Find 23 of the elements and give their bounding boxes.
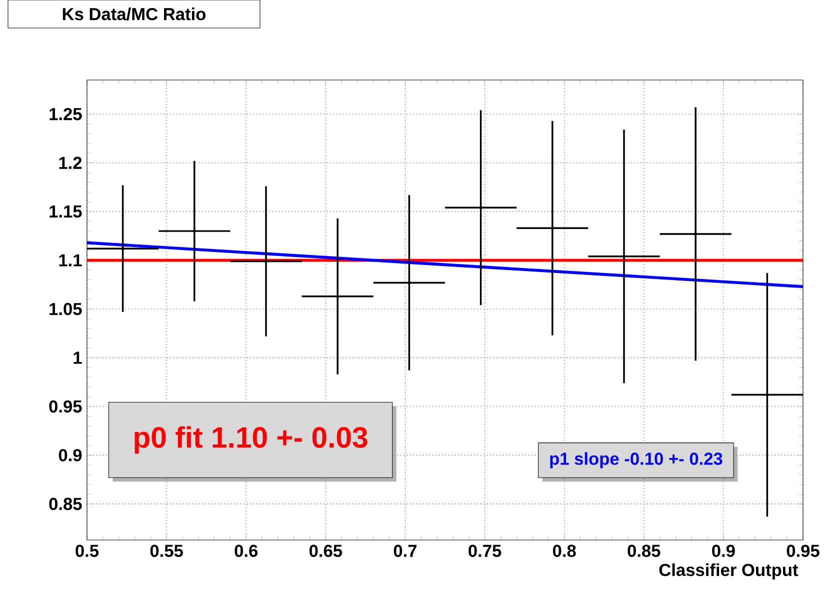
y-tick-label: 1.15	[50, 206, 82, 218]
x-tick-label: 0.65	[309, 544, 342, 557]
x-tick-label: 0.75	[468, 544, 502, 557]
x-tick-label: 0.6	[234, 544, 258, 557]
y-tick-label: 1	[74, 352, 82, 364]
x-tick-label: 0.55	[150, 544, 183, 557]
annotation: p0 fit 1.10 +- 0.03	[134, 426, 368, 454]
y-tick-label: 1.25	[50, 108, 82, 120]
y-tick-label: 0.9	[58, 449, 82, 462]
y-tick-label: 0.95	[49, 400, 82, 413]
x-axis-title: Classifier Output	[659, 563, 798, 580]
x-tick-label: 0.9	[712, 544, 735, 557]
y-tick-label: 1.1	[59, 254, 82, 266]
x-tick-label: 0.5	[76, 544, 99, 557]
x-tick-label: 0.7	[394, 544, 417, 557]
x-tick-label: 0.8	[552, 544, 576, 557]
annotation: p1 slope -0.10 +- 0.23	[550, 452, 722, 468]
y-tick-label: 1.05	[50, 302, 82, 316]
x-tick-label: 0.85	[628, 544, 660, 557]
chart-title: Ks Data/MC Ratio	[62, 8, 206, 20]
x-tick-label: 0.95	[786, 544, 820, 557]
y-tick-label: 0.85	[49, 498, 82, 510]
y-tick-label: 1.2	[59, 156, 82, 169]
